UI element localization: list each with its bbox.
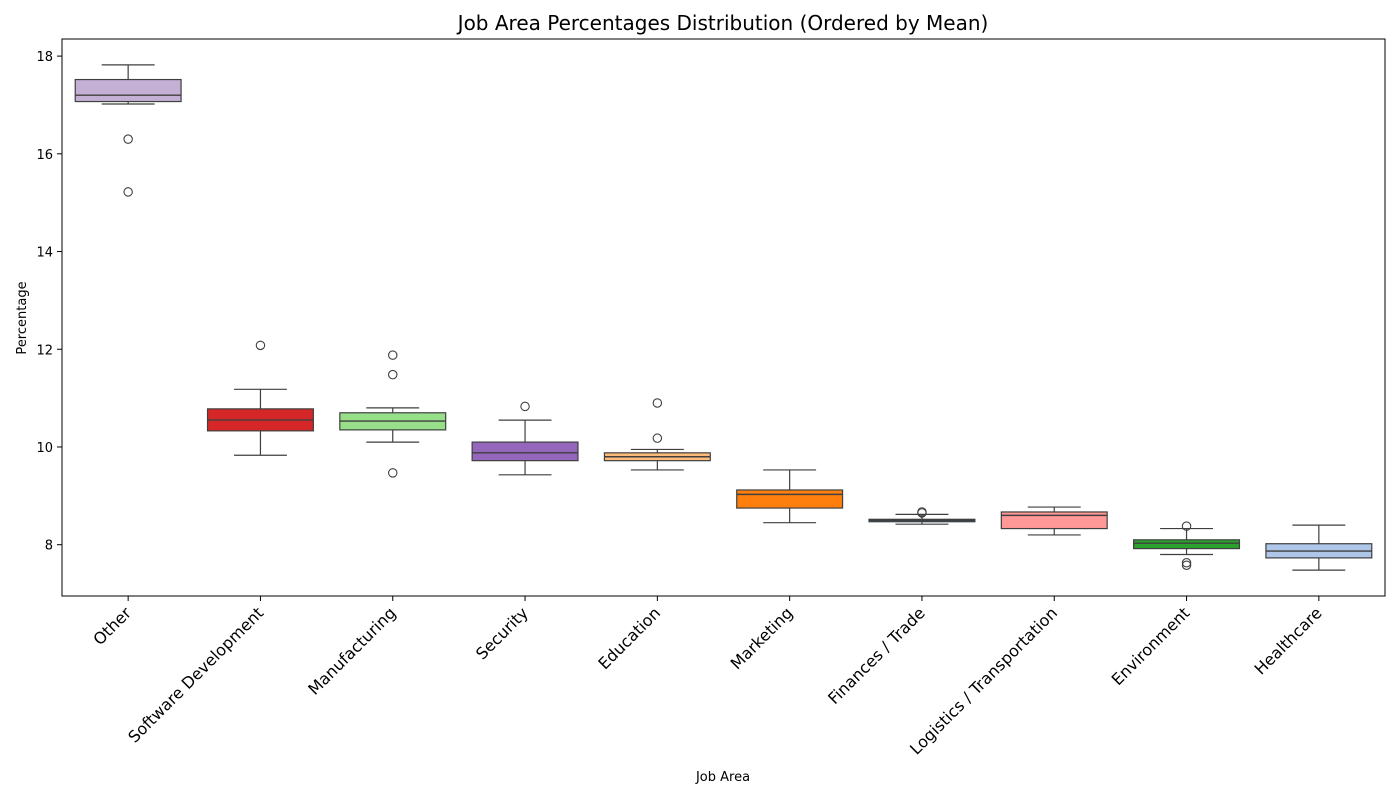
x-axis-label: Job Area bbox=[695, 770, 750, 785]
box-other bbox=[74, 64, 182, 197]
outlier-point bbox=[387, 350, 398, 360]
outlier-point bbox=[652, 398, 663, 408]
outlier-point bbox=[387, 369, 398, 380]
y-tick-label: 18 bbox=[36, 50, 53, 65]
outlier-point bbox=[1181, 521, 1192, 531]
box-iqr bbox=[1000, 511, 1108, 530]
box-iqr bbox=[471, 441, 579, 462]
box-iqr bbox=[1133, 539, 1241, 550]
outlier-point bbox=[520, 401, 530, 412]
box-finances-trade bbox=[868, 507, 976, 525]
y-tick-label: 14 bbox=[36, 246, 53, 261]
box-iqr bbox=[74, 78, 182, 103]
y-axis: 8 10 12 14 16 18 bbox=[36, 50, 62, 554]
outlier-point bbox=[123, 134, 133, 144]
box-healthcare bbox=[1265, 524, 1373, 571]
outlier-point bbox=[1181, 560, 1192, 570]
plot-frame bbox=[61, 38, 1386, 597]
y-tick-label: 16 bbox=[36, 148, 53, 163]
outlier-point bbox=[1181, 558, 1192, 568]
box-manufacturing bbox=[339, 350, 447, 478]
box-group bbox=[74, 64, 1373, 571]
y-axis-label: Percentage bbox=[15, 281, 30, 354]
outlier-point bbox=[123, 187, 133, 197]
box-security bbox=[471, 401, 579, 476]
outlier-point bbox=[387, 468, 398, 478]
outlier-point bbox=[255, 340, 266, 351]
y-tick-label: 8 bbox=[45, 539, 53, 554]
chart-title: Job Area Percentages Distribution (Order… bbox=[456, 11, 989, 35]
y-tick-label: 10 bbox=[36, 441, 53, 456]
box-logistics-transportation bbox=[1000, 506, 1108, 536]
box-software-development bbox=[206, 340, 314, 456]
box-iqr bbox=[736, 489, 844, 509]
outlier-point bbox=[652, 433, 663, 443]
y-tick-label: 12 bbox=[36, 343, 53, 358]
box-environment bbox=[1133, 521, 1241, 570]
outlier-point bbox=[917, 508, 927, 518]
box-marketing bbox=[736, 469, 844, 524]
box-education bbox=[603, 398, 711, 471]
